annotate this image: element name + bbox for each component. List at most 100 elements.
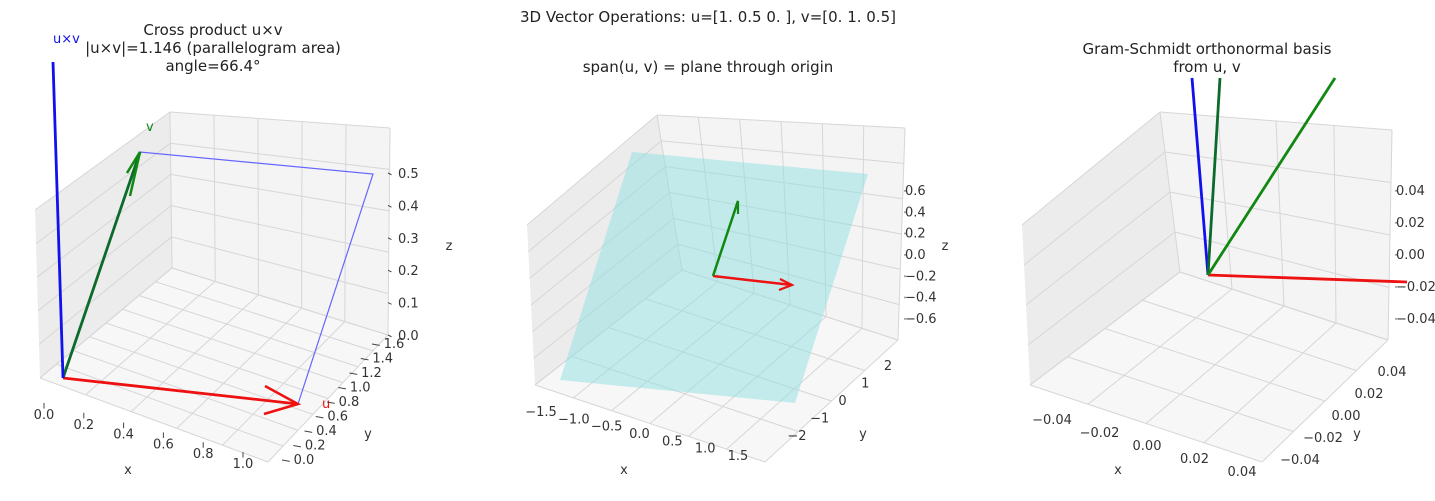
grid-line [1029,384,1263,463]
grid-line [526,114,658,226]
grid-line [171,267,389,336]
tick-label: −0.02 [1303,431,1343,446]
tick-mark [387,237,392,240]
grid-line [170,142,390,170]
pane-floor [40,268,388,462]
grid-line [39,377,269,463]
tick-mark [338,387,347,390]
basis-e2-vector [1206,77,1222,276]
tick-mark [371,343,380,346]
tick-label: 0.02 [1396,216,1425,231]
tick-label: 0.2 [305,439,326,454]
y-ticks: −0.04 −0.02 0.00 0.02 0.04 [1280,365,1406,468]
tick-label: 0.2 [905,227,926,242]
tick-label: 0.1 [398,297,419,312]
tick-label: −1.0 [558,412,590,427]
grid-line [155,281,374,352]
tick-label: 0.02 [1180,452,1209,467]
vector-v [61,151,142,379]
tick-mark [360,358,369,361]
tick-label: 0.2 [73,418,94,433]
tick-mark [387,172,392,176]
tick-label: 0.04 [1228,465,1257,480]
panel-gram-schmidt: Gram-Schmidt orthonormal basis from u, v… [1021,40,1435,480]
tick-mark [387,204,392,208]
tick-label: −2 [787,429,806,444]
tick-mark [293,445,302,448]
tick-label: 0.6 [905,184,926,199]
grid-line [1067,356,1294,432]
tick-label: 0 [838,394,846,409]
tick-label: −0.02 [1080,426,1120,441]
vector-v-label: v [146,120,154,135]
tick-label: −0.04 [1032,413,1072,428]
panel-span-plane: span(u, v) = plane through origin −1.5 −1… [525,58,948,478]
grid-line [1029,271,1181,386]
tick-label: 0.0 [398,329,419,344]
panel1-title-line1: Cross product u×v [143,21,282,39]
tick-label: −0.02 [1396,280,1435,295]
tick-label: −1.5 [525,405,557,420]
tick-mark [387,334,392,338]
z-ticks: 0.0 0.1 0.2 0.3 0.4 0.5 [387,167,419,344]
grid-line [122,308,344,384]
grid-line [1021,111,1161,226]
tick-label: −0.6 [905,312,937,327]
panel1-title-line2: |u×v|=1.146 (parallelogram area) [85,39,341,57]
tick-label: 1.0 [695,442,716,457]
vector-u [62,376,299,406]
vector-u-arrowhead [263,384,302,416]
grid-line [1142,299,1357,371]
grid-line [1169,191,1391,236]
tick-label: 0.04 [1378,365,1407,380]
tick-label: 0.00 [1396,248,1425,263]
x-ticks: −0.04 −0.02 0.00 0.02 0.04 [1032,413,1256,480]
tick-label: −0.5 [591,420,623,435]
tick-label: 0.4 [398,199,419,214]
pane-left [1022,112,1180,385]
vector-v-arrowhead [732,200,740,214]
vector-v-arrowhead [125,151,142,197]
tick-mark [387,269,392,273]
grid-line [661,140,904,164]
tick-label: 2 [884,359,892,374]
basis-e3-vector [1190,77,1210,276]
tick-label: 0.8 [339,395,360,410]
pane-left [35,112,172,378]
panel-cross-product: Cross product u×v |u×v|=1.146 (parallelo… [34,21,453,478]
tick-label: 0.5 [398,167,419,182]
tick-label: 1.4 [372,352,393,367]
tick-label: 0.8 [193,447,214,462]
tick-mark [349,372,358,375]
grid-line [534,384,766,463]
x-ticks: 0.0 0.2 0.4 0.6 0.8 1.0 [34,403,254,472]
z-axis-label: z [942,239,949,254]
tick-label: −1 [810,412,829,427]
tick-label: 1.0 [233,457,254,472]
grid-line [213,115,216,282]
tick-label: 0.0 [905,248,926,263]
vector-v [711,200,740,277]
z-ticks: −0.6 −0.4 −0.2 0.0 0.2 0.4 0.6 [904,184,937,327]
z-axis-label: z [446,239,453,254]
tick-label: 0.6 [327,410,348,425]
tick-mark [304,430,313,433]
grid-line [169,111,391,129]
y-axis-label: y [859,427,867,442]
y-axis-label: y [1353,427,1361,442]
panel3-title-line2: from u, v [1173,58,1241,76]
y-axis-label: y [364,427,372,442]
grid-line [1179,271,1389,341]
tick-label: 0.00 [1133,439,1162,454]
tick-label: 0.3 [398,232,419,247]
grid-line [387,127,391,336]
grid-line [1023,151,1166,266]
tick-label: 1.5 [728,449,749,464]
vector-v-projection [1206,77,1337,276]
figure-suptitle: 3D Vector Operations: u=[1. 0.5 0. ], v=… [520,8,896,26]
y-ticks: 0.00.20.40.60.81.01.21.41.6 [281,337,404,468]
tick-label: 0.2 [398,264,419,279]
tick-label: 0.6 [153,437,174,452]
grid-line [656,114,906,129]
